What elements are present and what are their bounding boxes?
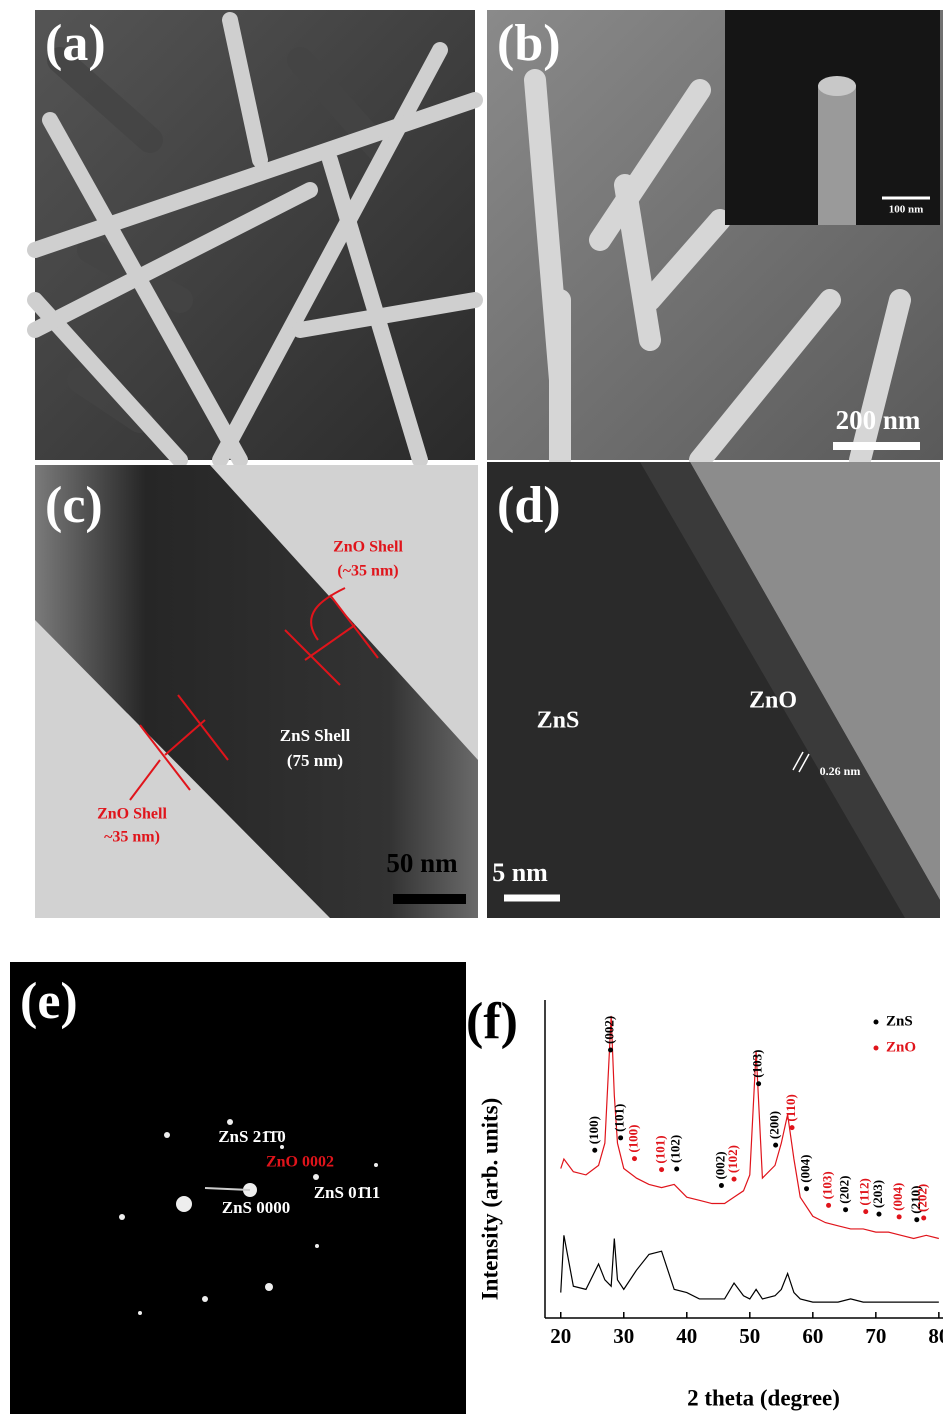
peak-marker	[632, 1156, 637, 1161]
peak-marker	[804, 1186, 809, 1191]
peak-marker	[790, 1125, 795, 1130]
x-tick-label: 50	[739, 1324, 760, 1348]
peak-label: (103)	[820, 1171, 835, 1199]
scale-label: 5 nm	[492, 858, 548, 887]
peak-marker	[863, 1209, 868, 1214]
peak-marker	[826, 1203, 831, 1208]
peak-marker	[618, 1135, 623, 1140]
peak-label: (102)	[725, 1145, 740, 1173]
panel-label: (c)	[45, 477, 103, 534]
peak-marker	[921, 1215, 926, 1220]
panel-label: (d)	[497, 477, 561, 534]
annotation: ZnS 0000	[222, 1198, 291, 1217]
peak-label: (101)	[612, 1104, 627, 1132]
panel-e: ZnS 21̄1̄0 ZnO 0002 ZnS 01̄11 ZnS 0000 (…	[10, 962, 466, 1414]
panel-label: (a)	[45, 15, 106, 72]
peak-label: (004)	[798, 1155, 813, 1183]
x-tick-label: 60	[802, 1324, 823, 1348]
panel-c: ZnO Shell (~35 nm) ZnS Shell (75 nm) ZnO…	[35, 465, 478, 918]
x-axis-label: 2 theta (degree)	[687, 1385, 840, 1410]
annotation: ZnO	[749, 688, 797, 714]
annotation: 0.26 nm	[820, 764, 861, 778]
peak-label: (100)	[586, 1116, 601, 1144]
peak-label: (002)	[602, 1016, 617, 1044]
x-tick-label: 80	[928, 1324, 943, 1348]
peak-marker	[756, 1081, 761, 1086]
panel-d: ZnS ZnO 0.26 nm (d) 5 nm	[487, 462, 940, 918]
annotation: ZnO 0002	[266, 1154, 334, 1171]
scale-label: 200 nm	[836, 405, 921, 435]
scale-label: 50 nm	[386, 848, 458, 878]
annotation: ~35 nm)	[104, 829, 160, 846]
x-tick-label: 20	[550, 1324, 571, 1348]
peak-label: (102)	[668, 1135, 683, 1163]
annotation: ZnO Shell	[333, 539, 403, 556]
x-tick-label: 40	[676, 1324, 697, 1348]
annotation: (~35 nm)	[337, 563, 398, 580]
panel-label: (b)	[497, 15, 561, 72]
peak-label: (200)	[767, 1111, 782, 1139]
annotation: ZnS	[537, 708, 580, 734]
legend-label: ZnO	[886, 1039, 916, 1055]
peak-marker	[674, 1166, 679, 1171]
peak-marker	[876, 1212, 881, 1217]
peak-label: (202)	[915, 1184, 930, 1212]
line	[561, 1235, 939, 1302]
peak-label: (100)	[625, 1124, 640, 1152]
annotation: ZnS Shell	[280, 726, 351, 745]
panel-a: (a)	[35, 10, 475, 460]
figure: (a) 100 nm (b) 200 nm ZnO Shell (~35 nm)…	[0, 0, 943, 1414]
peak-marker	[773, 1143, 778, 1148]
peak-label: (004)	[890, 1183, 905, 1211]
peak-label: (103)	[750, 1050, 765, 1078]
x-tick-label: 30	[613, 1324, 634, 1348]
peak-label: (202)	[837, 1176, 852, 1204]
legend-marker	[874, 1020, 879, 1025]
panel-label: (f)	[466, 993, 518, 1050]
peak-marker	[732, 1177, 737, 1182]
peak-marker	[659, 1167, 664, 1172]
peak-marker	[592, 1148, 597, 1153]
annotation: ZnS 01̄11	[314, 1183, 381, 1202]
panel-b: 100 nm (b) 200 nm	[487, 10, 943, 460]
x-tick-label: 70	[865, 1324, 886, 1348]
y-axis-label: Intensity (arb. units)	[477, 1098, 502, 1301]
legend-label: ZnS	[886, 1013, 913, 1029]
legend-marker	[874, 1046, 879, 1051]
peak-marker	[719, 1183, 724, 1188]
annotation: ZnO Shell	[97, 806, 167, 823]
peak-label: (203)	[870, 1180, 885, 1208]
peak-marker	[897, 1214, 902, 1219]
peak-marker	[843, 1207, 848, 1212]
scale-label: 100 nm	[889, 204, 924, 216]
peak-marker	[608, 1048, 613, 1053]
peak-marker	[914, 1217, 919, 1222]
peak-label: (110)	[783, 1094, 798, 1121]
panel-label: (e)	[20, 973, 78, 1030]
peak-label: (101)	[653, 1135, 668, 1163]
annotation: (75 nm)	[287, 751, 343, 770]
annotation: ZnS 21̄1̄0	[218, 1127, 286, 1146]
